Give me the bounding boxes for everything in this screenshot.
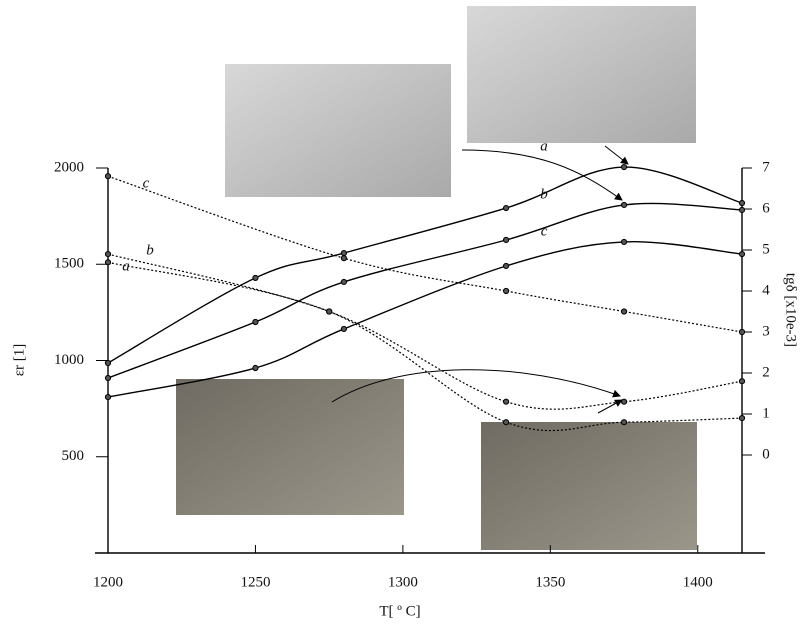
data-point bbox=[105, 375, 110, 380]
data-point bbox=[739, 379, 744, 384]
series-line bbox=[108, 242, 742, 397]
data-point bbox=[621, 239, 626, 244]
y2-tick-label: 3 bbox=[762, 323, 770, 339]
x-tick-label: 1200 bbox=[93, 574, 123, 590]
series-label: b bbox=[146, 243, 154, 259]
data-point bbox=[503, 288, 508, 293]
data-point bbox=[739, 416, 744, 421]
data-point bbox=[739, 200, 744, 205]
data-point bbox=[253, 319, 258, 324]
data-point bbox=[341, 250, 346, 255]
data-point bbox=[327, 309, 332, 314]
micrograph bbox=[225, 64, 451, 197]
y2-tick-label: 0 bbox=[762, 446, 770, 462]
series-label: b bbox=[540, 186, 548, 202]
data-point bbox=[503, 399, 508, 404]
x-axis-label: T[ º C] bbox=[379, 603, 420, 619]
series-label: c bbox=[143, 176, 150, 192]
micrograph bbox=[176, 379, 404, 515]
y-tick-label: 2000 bbox=[54, 159, 84, 175]
y2-tick-label: 4 bbox=[762, 282, 770, 298]
y2-tick-label: 2 bbox=[762, 364, 770, 380]
series-label: a bbox=[122, 259, 130, 275]
x-tick-label: 1300 bbox=[388, 574, 418, 590]
y2-tick-label: 1 bbox=[762, 405, 770, 421]
data-point bbox=[621, 202, 626, 207]
data-point bbox=[621, 164, 626, 169]
data-point bbox=[621, 309, 626, 314]
y-axis-label: εr [1] bbox=[11, 344, 27, 377]
data-point bbox=[621, 399, 626, 404]
data-point bbox=[105, 360, 110, 365]
micrograph bbox=[481, 422, 697, 550]
data-point bbox=[105, 394, 110, 399]
y-tick-label: 1000 bbox=[54, 352, 84, 368]
arrow bbox=[605, 146, 628, 164]
data-point bbox=[341, 256, 346, 261]
micrograph bbox=[467, 6, 696, 143]
data-point bbox=[503, 237, 508, 242]
x-tick-label: 1350 bbox=[535, 574, 565, 590]
data-point bbox=[739, 251, 744, 256]
series-line bbox=[108, 176, 742, 332]
data-point bbox=[341, 326, 346, 331]
y2-tick-label: 6 bbox=[762, 200, 770, 216]
data-point bbox=[739, 207, 744, 212]
x-tick-label: 1400 bbox=[683, 574, 713, 590]
data-point bbox=[105, 260, 110, 265]
data-point bbox=[253, 365, 258, 370]
data-point bbox=[253, 275, 258, 280]
y2-axis-label: tgδ [x10e-3] bbox=[783, 273, 799, 347]
y2-tick-label: 7 bbox=[762, 159, 770, 175]
y-tick-label: 500 bbox=[62, 448, 85, 464]
data-point bbox=[739, 329, 744, 334]
data-point bbox=[503, 263, 508, 268]
y2-tick-label: 5 bbox=[762, 241, 770, 257]
x-tick-label: 1250 bbox=[240, 574, 270, 590]
data-point bbox=[105, 252, 110, 257]
y-tick-label: 1500 bbox=[54, 256, 84, 272]
data-point bbox=[105, 174, 110, 179]
chart: εr [1] tgδ [x10e-3] T[ º C] 120012501300… bbox=[0, 0, 811, 632]
data-point bbox=[621, 420, 626, 425]
series-label: a bbox=[540, 138, 548, 154]
series-label: c bbox=[541, 223, 548, 239]
series-line bbox=[108, 203, 742, 378]
data-point bbox=[503, 205, 508, 210]
data-point bbox=[503, 420, 508, 425]
data-point bbox=[341, 279, 346, 284]
